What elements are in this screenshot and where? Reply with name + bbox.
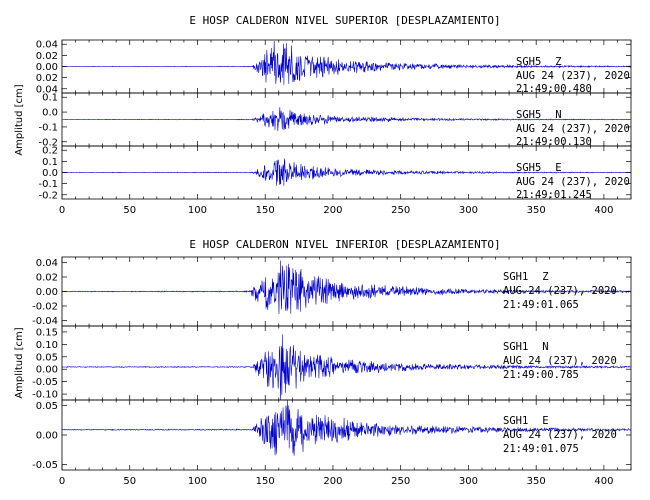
time-label: 21:49:01.065	[503, 299, 579, 311]
x-tick-label: 300	[459, 205, 478, 216]
y-tick-label: 0.02	[36, 51, 58, 62]
station-label: SGH5 N	[516, 109, 562, 121]
y-tick-label: 0.0	[42, 168, 58, 179]
panel-sgh1-z: 0.04 0.02 0.00 -0.02 -0.04 SGH1 Z AUG 24 (237…	[32, 256, 632, 327]
y-tick-label: 0.04	[36, 258, 58, 269]
x-tick-label: 400	[594, 476, 613, 487]
x-tick-label: 250	[391, 205, 410, 216]
x-tick-label: 400	[594, 205, 613, 216]
x-tick-label: 350	[527, 476, 546, 487]
figure-superior-title: E HOSP CALDERON NIVEL SUPERIOR [DESPLAZA…	[189, 14, 500, 27]
station-label: SGH5 E	[516, 162, 562, 174]
panel-sgh5-z: 0.040.020.000.020.04 SGH5 Z AUG 24 (237),…	[36, 39, 632, 95]
waveform-trace	[62, 107, 631, 132]
y-tick-label: -0.04	[32, 316, 58, 327]
waveform-trace	[61, 334, 631, 401]
y-tick-label: -0.1	[38, 122, 58, 133]
x-tick-label: 150	[256, 476, 275, 487]
y-tick-label: 0.1	[42, 157, 58, 168]
figure-inferior-title: E HOSP CALDERON NIVEL INFERIOR [DESPLAZA…	[189, 238, 500, 251]
time-label: 21:49:00.130	[516, 136, 592, 148]
panel-ticks	[61, 400, 632, 470]
time-label: 21:49:01.245	[516, 189, 592, 201]
y-tick-label: -0.2	[38, 190, 58, 201]
y-tick-label: 0.15	[36, 327, 58, 338]
y-tick-label: 0.04	[36, 84, 58, 95]
y-tick-label: 0.10	[36, 340, 58, 351]
figure-superior-ylabel: Amplitud [cm]	[14, 84, 25, 155]
station-label: SGH1 E	[503, 415, 549, 427]
y-tick-label: 0.2	[42, 146, 58, 157]
figure-inferior-ylabel: Amplitud [cm]	[14, 327, 25, 398]
date-label: AUG 24 (237), 2020	[503, 355, 617, 367]
y-tick-labels: 0.1 0.0 -0.1 -0.2	[38, 93, 631, 148]
x-tick-label: 0	[59, 476, 65, 487]
time-label: 21:49:01.075	[503, 443, 579, 455]
station-label: SGH1 Z	[503, 271, 549, 283]
y-tick-labels: 0.20.10.0-0.1-0.2	[38, 146, 631, 201]
y-tick-labels: 0.04 0.02 0.00 -0.02 -0.04	[32, 258, 631, 327]
panel-sgh5-n: 0.10.0-0.1-0.2 SGH5 N AUG 24 (237), 2020 …	[38, 92, 632, 148]
time-label: 21:49:00.480	[516, 83, 592, 95]
y-tick-label: -0.02	[32, 301, 58, 312]
panel-sgh1-e: 0.05 0.00 -0.05 SGH1 E AUG 24 (237), 2020 2…	[32, 399, 632, 471]
y-tick-label: 0.0	[42, 108, 58, 119]
y-tick-labels: 0.05 0.00 -0.05	[32, 401, 631, 471]
x-axis-inferior: 0 50 100 150 200 250 300 350 400	[59, 476, 614, 487]
station-label: SGH1 N	[503, 341, 549, 353]
x-tick-label: 50	[123, 205, 136, 216]
x-tick-label: 0	[59, 205, 65, 216]
x-axis-superior: 0 50 100 150 200 250 300 350 400	[59, 205, 614, 216]
y-tick-label: -0.05	[32, 460, 58, 471]
y-tick-label: 0.00	[36, 431, 58, 442]
waveform-trace	[61, 40, 631, 85]
panel-ticks	[61, 146, 632, 199]
x-tick-label: 100	[188, 476, 207, 487]
y-tick-label: 0.02	[36, 273, 58, 284]
panel-ticks	[61, 257, 632, 326]
y-tick-label: -0.10	[32, 390, 58, 401]
x-tick-label: 150	[256, 205, 275, 216]
x-tick-label: 200	[323, 205, 342, 216]
x-tick-label: 350	[527, 205, 546, 216]
y-tick-label: -0.05	[32, 377, 58, 388]
y-tick-labels: 0.15 0.100.05 0.00-0.05 -0.10	[32, 327, 631, 401]
y-tick-label: -0.2	[38, 137, 58, 148]
x-tick-label: 50	[123, 476, 136, 487]
waveform-trace	[61, 399, 631, 456]
panel-sgh1-n: 0.15 0.100.05 0.00-0.05 -0.10 SGH1 N AUG 24 …	[32, 325, 632, 401]
figure-superior: E HOSP CALDERON NIVEL SUPERIOR [DESPLAZA…	[14, 14, 632, 216]
date-label: AUG 24 (237), 2020	[503, 429, 617, 441]
time-label: 21:49:00.785	[503, 369, 579, 381]
figure-inferior: E HOSP CALDERON NIVEL INFERIOR [DESPLAZA…	[14, 238, 632, 487]
y-tick-label: 0.04	[36, 40, 58, 51]
y-tick-label: 0.02	[36, 73, 58, 84]
date-label: AUG 24 (237), 2020	[516, 123, 630, 135]
y-tick-label: 0.00	[36, 62, 58, 73]
x-tick-label: 100	[188, 205, 207, 216]
y-tick-labels: 0.040.020.000.020.04	[36, 40, 631, 95]
station-label: SGH5 Z	[516, 56, 562, 68]
date-label: AUG 24 (237), 2020	[516, 70, 630, 82]
date-label: AUG 24 (237), 2020	[516, 176, 630, 188]
panel-ticks	[61, 326, 632, 400]
y-tick-label: 0.00	[36, 287, 58, 298]
y-tick-label: -0.1	[38, 179, 58, 190]
y-tick-label: 0.00	[36, 365, 58, 376]
y-tick-label: 0.05	[36, 401, 58, 412]
x-tick-label: 200	[323, 476, 342, 487]
date-label: AUG 24 (237), 2020	[503, 285, 617, 297]
panel-sgh5-e: 0.20.10.0-0.1-0.2 SGH5 E AUG 24 (237), 20…	[38, 145, 632, 201]
x-tick-label: 250	[391, 476, 410, 487]
x-tick-label: 300	[459, 476, 478, 487]
panel-ticks	[61, 40, 632, 93]
panel-ticks	[61, 93, 632, 146]
y-tick-label: 0.05	[36, 352, 58, 363]
waveform-trace	[61, 260, 631, 314]
waveform-trace	[62, 158, 631, 186]
y-tick-label: 0.1	[42, 93, 58, 104]
